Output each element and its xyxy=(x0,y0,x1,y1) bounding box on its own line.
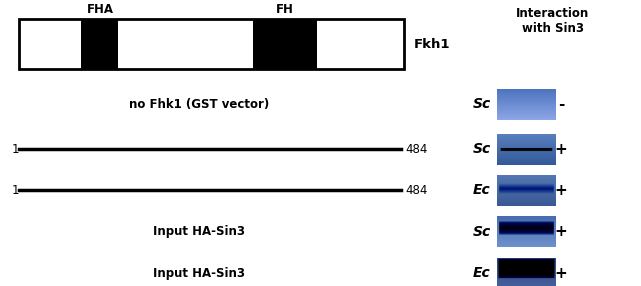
Bar xyxy=(19,19,404,69)
Text: Sc: Sc xyxy=(473,142,491,156)
Text: Ec: Ec xyxy=(473,266,491,280)
Text: Interaction
with Sin3: Interaction with Sin3 xyxy=(516,7,589,35)
Text: FHA: FHA xyxy=(87,3,113,16)
Text: Input HA-Sin3: Input HA-Sin3 xyxy=(153,267,245,280)
Bar xyxy=(81,19,118,69)
Text: +: + xyxy=(554,183,567,198)
Bar xyxy=(253,19,317,69)
Text: Ec: Ec xyxy=(473,183,491,197)
Text: +: + xyxy=(554,266,567,281)
Text: +: + xyxy=(554,142,567,157)
Text: Input HA-Sin3: Input HA-Sin3 xyxy=(153,225,245,238)
Text: +: + xyxy=(554,224,567,239)
Text: Sc: Sc xyxy=(473,98,491,111)
Text: -: - xyxy=(558,97,564,112)
Text: no Fhk1 (GST vector): no Fhk1 (GST vector) xyxy=(129,98,269,111)
Text: Sc: Sc xyxy=(473,225,491,239)
Text: 1: 1 xyxy=(12,143,19,156)
Text: 484: 484 xyxy=(406,184,428,197)
Text: 484: 484 xyxy=(406,143,428,156)
Text: Fkh1: Fkh1 xyxy=(413,38,450,51)
Text: FH: FH xyxy=(276,3,294,16)
Text: 1: 1 xyxy=(12,184,19,197)
